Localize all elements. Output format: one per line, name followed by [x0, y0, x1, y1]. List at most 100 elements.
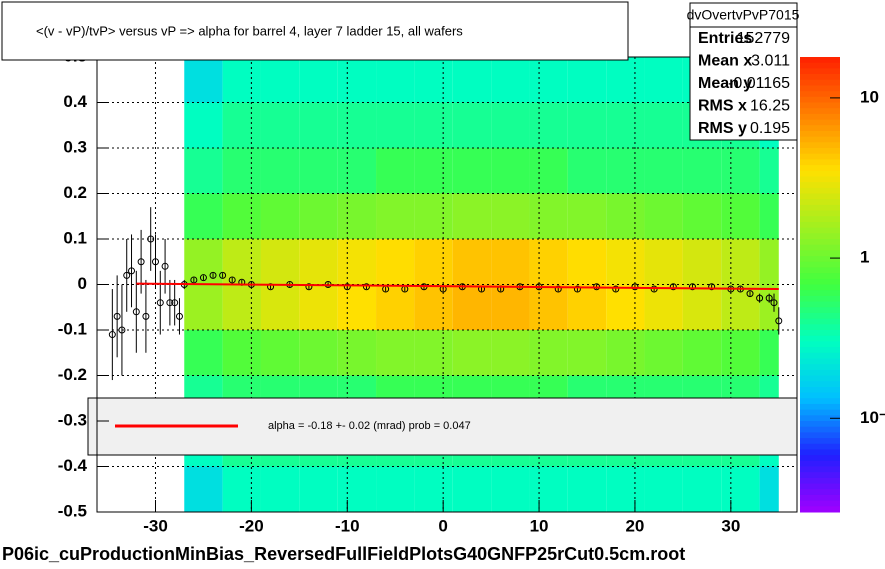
heatmap-cell [644, 148, 683, 194]
profile-point [108, 331, 116, 339]
heatmap-cell [299, 284, 338, 330]
heatmap-cell [644, 330, 683, 376]
palette-slice [800, 460, 840, 467]
profile-point [631, 283, 639, 291]
profile-point [132, 308, 140, 316]
heatmap-cell [721, 466, 760, 512]
heatmap-cell [414, 102, 453, 148]
profile-point [219, 271, 227, 279]
palette-slice [800, 455, 840, 462]
heatmap-cell [337, 193, 377, 239]
stats-value: 0.195 [750, 120, 790, 137]
heatmap-cell [529, 239, 568, 285]
heatmap-cell [567, 239, 607, 285]
palette-slice [800, 148, 840, 155]
x-tick-label: -10 [335, 516, 360, 535]
palette-slice [800, 449, 840, 456]
profile-point [688, 283, 696, 291]
heatmap-cell [376, 330, 415, 376]
profile-point [554, 285, 562, 293]
heatmap-cell [222, 193, 261, 239]
profile-point [573, 285, 581, 293]
heatmap-cell [299, 330, 338, 376]
profile-point [175, 312, 183, 320]
heatmap-cell [721, 239, 760, 285]
stats-label: Mean y [698, 75, 752, 92]
heatmap-cell [452, 466, 492, 512]
heatmap-cell [567, 148, 607, 194]
profile-point [305, 283, 313, 291]
heatmap-cell [414, 193, 453, 239]
palette-slice [800, 352, 840, 359]
y-tick-label: -0.1 [58, 319, 87, 338]
heatmap-cell [299, 466, 338, 512]
heatmap-cell [721, 148, 760, 194]
palette-slice [800, 250, 840, 257]
palette-slice [800, 347, 840, 354]
heatmap-cell [260, 57, 300, 103]
heatmap-cell [606, 284, 645, 330]
z-tick-label: 10 [860, 87, 879, 106]
palette-slice [800, 307, 840, 314]
palette-slice [800, 330, 840, 337]
heatmap-cell [376, 239, 415, 285]
heatmap-cell [567, 193, 607, 239]
heatmap-cell [567, 102, 607, 148]
palette-slice [800, 153, 840, 160]
palette-slice [800, 295, 840, 303]
palette-slice [800, 364, 840, 371]
heatmap-cell [682, 330, 722, 376]
palette-slice [800, 426, 840, 433]
heatmap-cell [606, 193, 645, 239]
heatmap-cell [721, 193, 760, 239]
heatmap-cell [644, 102, 683, 148]
palette-slice [800, 261, 840, 268]
heatmap-cell [529, 102, 568, 148]
heatmap-cell [567, 284, 607, 330]
palette-slice [800, 239, 840, 246]
heatmap-cell [222, 330, 261, 376]
heatmap-cell [184, 193, 223, 239]
heatmap-cell [759, 193, 779, 239]
heatmap-cell [184, 57, 223, 103]
profile-point [669, 283, 677, 291]
palette-slice [800, 438, 840, 445]
palette-slice [800, 392, 840, 399]
palette-slice [800, 318, 840, 325]
profile-point [171, 299, 179, 307]
palette-slice [800, 432, 840, 439]
heatmap-cell [452, 102, 492, 148]
palette-slice [800, 267, 840, 274]
profile-point [756, 294, 764, 302]
x-tick-label: 0 [438, 516, 447, 535]
z-tick-label: 1 [860, 248, 869, 267]
palette-slice [800, 193, 840, 200]
heatmap-cell [299, 239, 338, 285]
heatmap-cell [606, 57, 645, 103]
profile-point [199, 274, 207, 282]
y-tick-label: -0.5 [58, 501, 87, 520]
stats-value: 152779 [737, 30, 790, 47]
heatmap-cell [567, 57, 607, 103]
palette-slice [800, 62, 840, 69]
heatmap-cell [337, 148, 377, 194]
heatmap-cell [567, 466, 607, 512]
heatmap-cell [222, 148, 261, 194]
palette-slice [800, 182, 840, 189]
profile-point [362, 283, 370, 291]
heatmap-cell [184, 330, 223, 376]
palette-slice [800, 443, 840, 450]
heatmap-cell [414, 148, 453, 194]
palette-slice [800, 301, 840, 308]
palette-slice [800, 506, 840, 513]
heatmap-cell [260, 193, 300, 239]
fit-label: alpha = -0.18 +- 0.02 (mrad) prob = 0.04… [268, 420, 471, 432]
heatmap-cell [414, 330, 453, 376]
y-tick-label: 0.4 [63, 92, 87, 111]
heatmap-cell [337, 57, 377, 103]
heatmap-cell [721, 330, 760, 376]
palette-slice [800, 227, 840, 234]
palette-slice [800, 74, 840, 81]
heatmap-cell [337, 239, 377, 285]
heatmap-cell [184, 102, 223, 148]
